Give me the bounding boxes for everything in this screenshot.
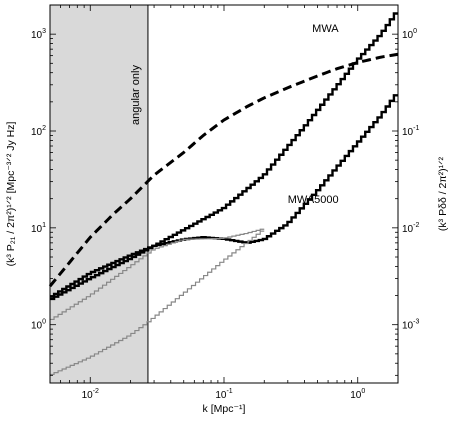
series-annotation-1: MWA bbox=[312, 23, 339, 35]
y-tick-label: 101 bbox=[31, 222, 46, 235]
series-layer bbox=[48, 12, 399, 376]
x-tick-label: 10-1 bbox=[215, 388, 232, 401]
shaded-region-layer bbox=[50, 5, 149, 383]
series-line-4 bbox=[50, 230, 265, 376]
x-tick-label: 10-2 bbox=[82, 388, 99, 401]
angular-only-label: angular only bbox=[130, 65, 142, 125]
tick-layer bbox=[49, 4, 399, 383]
y2-axis-title: (k³ Pδδ / 2π²)¹ᐟ² bbox=[437, 156, 449, 231]
y2-tick-label: 10-3 bbox=[402, 319, 419, 332]
y2-tick-label: 100 bbox=[402, 28, 417, 41]
series-annotation-2: MWA5000 bbox=[288, 194, 339, 206]
series-line-3 bbox=[50, 228, 265, 321]
angular-only-region bbox=[50, 5, 148, 383]
series-line-1 bbox=[50, 12, 398, 301]
y2-tick-label: 10-1 bbox=[402, 125, 419, 138]
label-layer: 10-2 10-1 100 100 101 102 103 10-3 10-2 10-1 100 k … bbox=[5, 23, 449, 415]
x-tick-label: 100 bbox=[350, 388, 365, 401]
y-tick-label: 100 bbox=[31, 319, 46, 332]
y-tick-label: 102 bbox=[31, 125, 46, 138]
series-line-5 bbox=[48, 52, 399, 288]
y-tick-label: 103 bbox=[31, 28, 46, 41]
x-axis-title: k [Mpc⁻¹] bbox=[203, 403, 246, 415]
y2-tick-label: 10-2 bbox=[402, 222, 419, 235]
y-axis-title: (k³ P₂₁ / 2π²)¹ᐟ² [Mpc⁻³ᐟ² Jy Hz] bbox=[5, 122, 17, 267]
